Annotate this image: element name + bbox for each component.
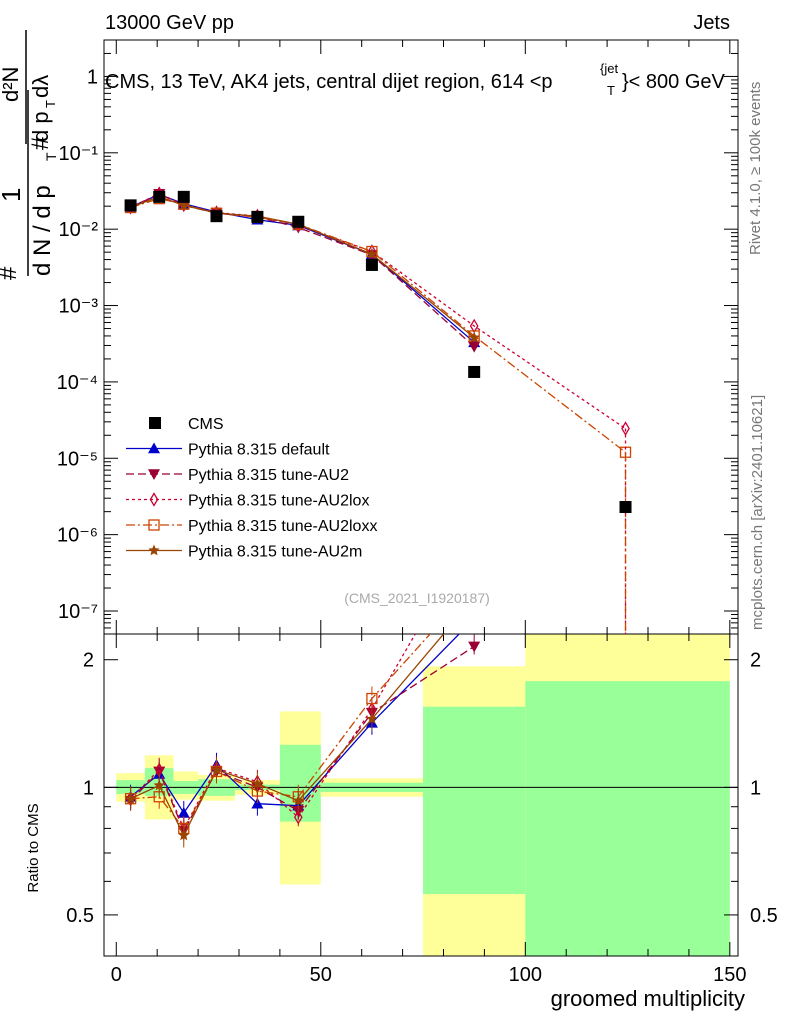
ratio-point-3 [366,692,378,705]
legend-label: CMS [188,416,224,433]
y-tick-label: 10⁻⁴ [57,372,98,394]
x-axis-title: groomed multiplicity [551,986,745,1011]
ratio-tick-label-left: 1 [83,777,94,799]
series-point-2 [179,197,189,213]
y-tick-label: 10⁻⁶ [57,525,98,547]
jets-label: Jets [693,12,730,34]
y-right-numerator: d²N [0,67,23,102]
cms-point [468,365,481,378]
legend-marker-2 [149,492,159,507]
ratio-tick-label-right: 0.5 [750,905,778,927]
ratio-point-4 [292,794,304,806]
y-hash-right: # [27,136,54,150]
x-tick-label: 100 [509,964,542,986]
series-point-4 [366,248,378,260]
collision-label: 13000 GeV pp [105,12,234,34]
title-end: }< 800 GeV [622,71,726,93]
legend-marker-1 [148,469,160,480]
analysis-watermark: (CMS_2021_I1920187) [344,590,490,606]
y-frac-denominator-sub: T [43,152,59,161]
mcplots-source-label: mcplots.cern.ch [arXiv:2401.10621] [749,395,766,630]
legend-marker-3 [148,519,160,531]
x-tick-label: 150 [713,964,746,986]
legend-marker-cms [149,417,161,429]
ratio-point-2 [293,809,303,825]
ratio-uncertainty-bands [116,634,730,956]
band-inner-8 [525,681,730,956]
legend-label: Pythia 8.315 tune-AU2lox [188,493,369,510]
ratio-point-1 [468,641,481,653]
series-point-4 [468,331,480,343]
cms-point [177,190,190,203]
cms-point [619,501,632,514]
legend-marker-0 [148,442,160,454]
y-tick-label: 10⁻¹ [59,143,99,165]
y-right-denominator-sub: T [43,100,58,108]
main-series [124,186,632,634]
ratio-tick-label-left: 0.5 [66,905,94,927]
ratio-point-4 [124,792,137,804]
ratio-line-3 [130,634,431,830]
ratio-frame [103,633,739,957]
y-tick-label: 1 [87,66,98,88]
ratio-y-axis-title: Ratio to CMS [25,803,42,892]
x-tick-label: 50 [310,964,332,986]
series-point-4 [178,199,190,211]
ratio-point-4 [251,777,264,789]
legend-label: Pythia 8.315 tune-AU2m [188,544,362,561]
legend: CMS Pythia 8.315 default Pythia 8.315 tune… [126,416,377,561]
ratio-tick-label-right: 1 [750,777,761,799]
y-hash-left: # [0,266,22,280]
ratio-point-4 [178,829,190,841]
cms-point [292,215,305,228]
ratio-point-0 [177,806,190,818]
ratio-tick-label-left: 2 [83,650,94,672]
band-inner-7 [423,706,526,895]
ratio-point-0 [251,797,264,809]
ratio-series [124,634,481,848]
plot-title: CMS, 13 TeV, AK4 jets, central dijet reg… [105,61,726,98]
axis-ticks [104,39,738,956]
y-right-denominator: d p [28,111,53,142]
y-axis-title: # 1 d N / d p T # d²N d p T dλ [0,30,59,280]
rivet-version-label: Rivet 4.1.0, ≥ 100k events [747,82,764,255]
series-point-1 [468,341,481,353]
cms-point [210,210,223,223]
axis-tick-labels: 1 10⁻¹ 10⁻² 10⁻³ 10⁻⁴ 10⁻⁵ 10⁻⁶ 10⁻⁷ 0 50 100 150 0.… [57,66,778,986]
ratio-line-1 [130,645,475,833]
cms-point [251,210,264,223]
y-tick-label: 10⁻³ [59,296,99,318]
x-tick-label: 0 [111,964,122,986]
title-sup: {jet [600,61,618,76]
y-frac-numerator: 1 [0,188,26,202]
y-tick-label: 10⁻² [59,219,99,241]
legend-label: Pythia 8.315 tune-AU2loxx [188,518,377,535]
ratio-point-4 [153,779,165,791]
series-line-2 [130,192,626,430]
cms-point [365,258,378,271]
y-right-dlambda: dλ [28,75,53,98]
series-point-2 [367,244,377,259]
series-line-3 [130,197,626,453]
ratio-point-4 [210,763,223,775]
y-tick-label: 10⁻⁷ [58,601,98,623]
legend-marker-4 [148,544,160,556]
legend-label: Pythia 8.315 default [188,442,330,459]
ratio-tick-label-right: 2 [750,650,761,672]
ratio-series-clipped [124,634,481,848]
ratio-line-4 [130,634,445,837]
cms-point [153,190,166,203]
cms-point [124,199,137,212]
ratio-point-4 [366,712,378,724]
y-frac-denominator: d N / d p [29,185,56,276]
title-sub: T [607,83,615,98]
plot-frames [103,39,739,957]
y-tick-label: 10⁻⁵ [57,448,98,470]
legend-label: Pythia 8.315 tune-AU2 [188,467,349,484]
title-main: CMS, 13 TeV, AK4 jets, central dijet reg… [105,71,553,93]
